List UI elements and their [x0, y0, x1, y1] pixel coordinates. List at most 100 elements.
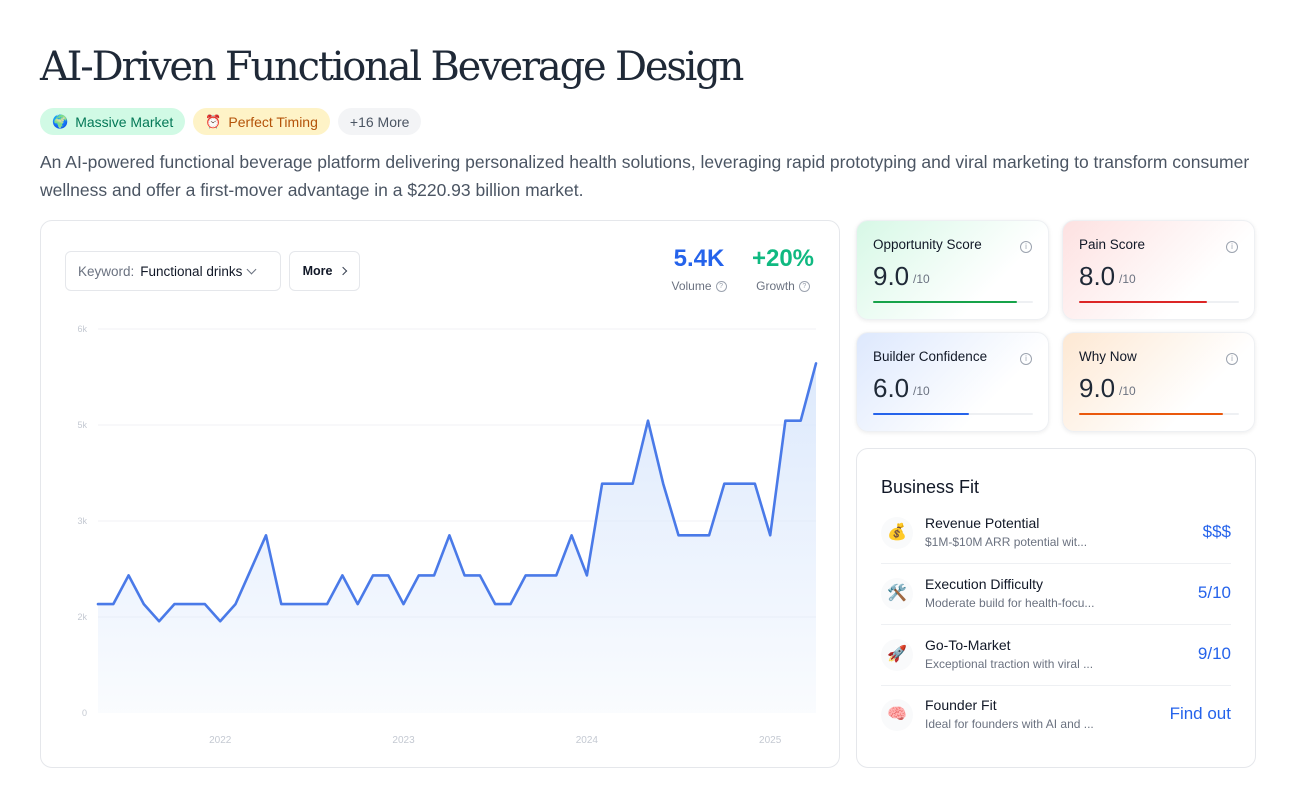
data-point — [769, 534, 772, 537]
score-title: Opportunity Score — [873, 237, 982, 252]
data-point — [97, 603, 100, 606]
score-title: Pain Score — [1079, 237, 1146, 252]
data-point — [784, 419, 787, 422]
score-value: 8.0 — [1079, 261, 1116, 291]
tag-label: +16 More — [349, 113, 410, 130]
score-fill — [873, 301, 1017, 303]
score-value: 9.0 — [1079, 373, 1116, 403]
data-point — [585, 574, 588, 577]
volume-metric: 5.4K Volume? — [661, 245, 737, 293]
why-now-card[interactable]: Why Now i 9.0 /10 — [1062, 332, 1255, 432]
business-fit-title: Business Fit — [881, 477, 980, 497]
row-desc: Exceptional traction with viral ... — [925, 657, 1094, 671]
score-fill — [1079, 413, 1223, 415]
score-track — [1079, 413, 1239, 415]
data-point — [647, 419, 650, 422]
data-point — [204, 603, 207, 606]
data-point — [509, 603, 512, 606]
score-value: 9.0 — [873, 261, 910, 291]
data-point — [601, 482, 604, 485]
data-point — [295, 603, 298, 606]
data-point — [708, 534, 711, 537]
data-point — [326, 603, 329, 606]
data-point — [540, 574, 543, 577]
keyword-select[interactable]: Keyword: Functional drinks — [65, 251, 281, 291]
data-point — [448, 534, 451, 537]
info-icon[interactable]: i — [1226, 241, 1238, 253]
score-title: Builder Confidence — [873, 349, 988, 364]
business-fit-row-execution[interactable]: 🛠️ Execution Difficulty Moderate build f… — [881, 576, 1231, 636]
score-track — [1079, 301, 1239, 303]
tag-more[interactable]: +16 More — [337, 108, 422, 135]
info-icon[interactable]: i — [1226, 353, 1238, 365]
score-max: /10 — [913, 272, 930, 286]
data-point — [234, 603, 237, 606]
business-fit-row-gtm[interactable]: 🚀 Go-To-Market Exceptional traction with… — [881, 637, 1231, 697]
row-desc: Moderate build for health-focu... — [925, 596, 1095, 610]
rocket-icon: 🚀 — [881, 639, 913, 671]
tools-icon: 🛠️ — [881, 578, 913, 610]
business-fit-card: Business Fit 💰 Revenue Potential $1M-$10… — [856, 448, 1256, 768]
data-point — [479, 574, 482, 577]
x-tick-label: 2024 — [576, 735, 599, 746]
data-point — [127, 574, 130, 577]
more-button[interactable]: More — [289, 251, 360, 291]
data-point — [188, 603, 191, 606]
divider — [881, 624, 1231, 625]
find-out-link[interactable]: Find out — [1169, 704, 1231, 723]
data-point — [433, 574, 436, 577]
data-point — [387, 574, 390, 577]
row-value: $$$ — [1202, 522, 1231, 541]
data-point — [555, 574, 558, 577]
row-value: 9/10 — [1197, 644, 1231, 663]
data-point — [570, 534, 573, 537]
help-icon[interactable]: ? — [715, 280, 727, 292]
x-tick-label: 2023 — [392, 735, 415, 746]
data-point — [356, 603, 359, 606]
business-fit-row-revenue[interactable]: 💰 Revenue Potential $1M-$10M ARR potenti… — [881, 515, 1231, 575]
data-point — [738, 482, 741, 485]
data-point — [723, 482, 726, 485]
score-max: /10 — [913, 384, 930, 398]
data-point — [341, 574, 344, 577]
brain-icon: 🧠 — [881, 699, 913, 731]
info-icon[interactable]: i — [1020, 241, 1032, 253]
score-fill — [1079, 301, 1207, 303]
data-point — [280, 603, 283, 606]
data-point — [112, 603, 115, 606]
data-point — [249, 568, 252, 571]
y-tick-label: 3k — [77, 516, 87, 526]
alarm-clock-icon: ⏰ — [205, 113, 222, 129]
data-point — [265, 534, 268, 537]
y-tick-label: 5k — [77, 420, 87, 430]
data-point — [142, 603, 145, 606]
data-point — [692, 534, 695, 537]
x-tick-label: 2025 — [759, 735, 782, 746]
opportunity-score-card[interactable]: Opportunity Score i 9.0 /10 — [856, 220, 1049, 320]
info-icon[interactable]: i — [1020, 353, 1032, 365]
row-name: Revenue Potential — [925, 515, 1040, 531]
row-name: Execution Difficulty — [925, 576, 1044, 592]
tag-massive-market[interactable]: 🌍 Massive Market — [40, 108, 186, 135]
data-point — [799, 419, 802, 422]
data-point — [662, 482, 665, 485]
pain-score-card[interactable]: Pain Score i 8.0 /10 — [1062, 220, 1255, 320]
x-tick-label: 2022 — [209, 735, 232, 746]
data-point — [173, 603, 176, 606]
data-point — [616, 482, 619, 485]
help-icon[interactable]: ? — [798, 280, 810, 292]
tag-list: 🌍 Massive Market ⏰ Perfect Timing +16 Mo… — [40, 108, 422, 135]
money-bag-icon: 💰 — [881, 517, 913, 549]
growth-label: Growth — [756, 279, 795, 293]
tag-perfect-timing[interactable]: ⏰ Perfect Timing — [193, 108, 330, 135]
data-point — [158, 620, 161, 623]
globe-icon: 🌍 — [52, 113, 69, 129]
row-value: 5/10 — [1197, 583, 1231, 602]
row-name: Go-To-Market — [925, 637, 1011, 653]
business-fit-row-founder[interactable]: 🧠 Founder Fit Ideal for founders with AI… — [881, 697, 1231, 757]
keyword-label: Keyword: — [78, 263, 135, 279]
score-title: Why Now — [1079, 349, 1137, 364]
builder-confidence-card[interactable]: Builder Confidence i 6.0 /10 — [856, 332, 1049, 432]
score-max: /10 — [1119, 384, 1136, 398]
score-track — [873, 301, 1033, 303]
